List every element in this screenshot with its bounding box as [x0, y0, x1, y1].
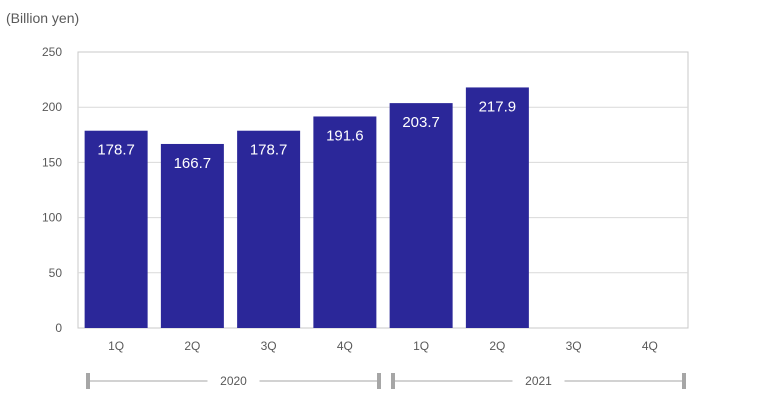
group-label: 2020: [220, 374, 247, 388]
x-tick-label: 3Q: [261, 339, 277, 353]
data-label: 203.7: [402, 114, 440, 131]
group-bracket-end: [86, 373, 90, 389]
group-bracket-end: [391, 373, 395, 389]
group-label: 2021: [525, 374, 552, 388]
x-tick-label: 2Q: [489, 339, 505, 353]
data-label: 178.7: [250, 142, 288, 159]
group-bracket-end: [682, 373, 686, 389]
x-tick-label: 2Q: [184, 339, 200, 353]
x-tick-label: 4Q: [337, 339, 353, 353]
plot-frame: [77, 51, 689, 329]
y-axis: 0 50 100 150 200 250: [42, 45, 62, 335]
bar: [84, 130, 148, 328]
y-tick-label: 100: [42, 211, 62, 225]
x-tick-label: 4Q: [642, 339, 658, 353]
bar: [313, 116, 377, 328]
data-label: 178.7: [97, 142, 135, 159]
y-tick-label: 50: [49, 266, 63, 280]
y-tick-label: 200: [42, 100, 62, 114]
x-tick-label: 1Q: [108, 339, 124, 353]
y-tick-label: 150: [42, 155, 62, 169]
x-tick-label: 1Q: [413, 339, 429, 353]
data-label: 191.6: [326, 127, 364, 144]
y-axis-unit-label: (Billion yen): [6, 10, 80, 26]
bar: [160, 143, 224, 328]
x-axis: 1Q 2Q 3Q 4Q 1Q 2Q 3Q 4Q: [108, 339, 658, 353]
y-tick-label: 250: [42, 45, 62, 59]
bar: [237, 130, 301, 328]
x-tick-label: 3Q: [566, 339, 582, 353]
bar: [465, 87, 529, 328]
data-label: 217.9: [479, 98, 517, 115]
year-groups: 2020 2021: [86, 373, 686, 389]
bars: 178.7 166.7 178.7 191.6 203.7 217.9: [84, 87, 529, 328]
data-label: 166.7: [174, 155, 212, 172]
bar: [389, 103, 453, 328]
y-tick-label: 0: [55, 321, 62, 335]
group-bracket-end: [377, 373, 381, 389]
